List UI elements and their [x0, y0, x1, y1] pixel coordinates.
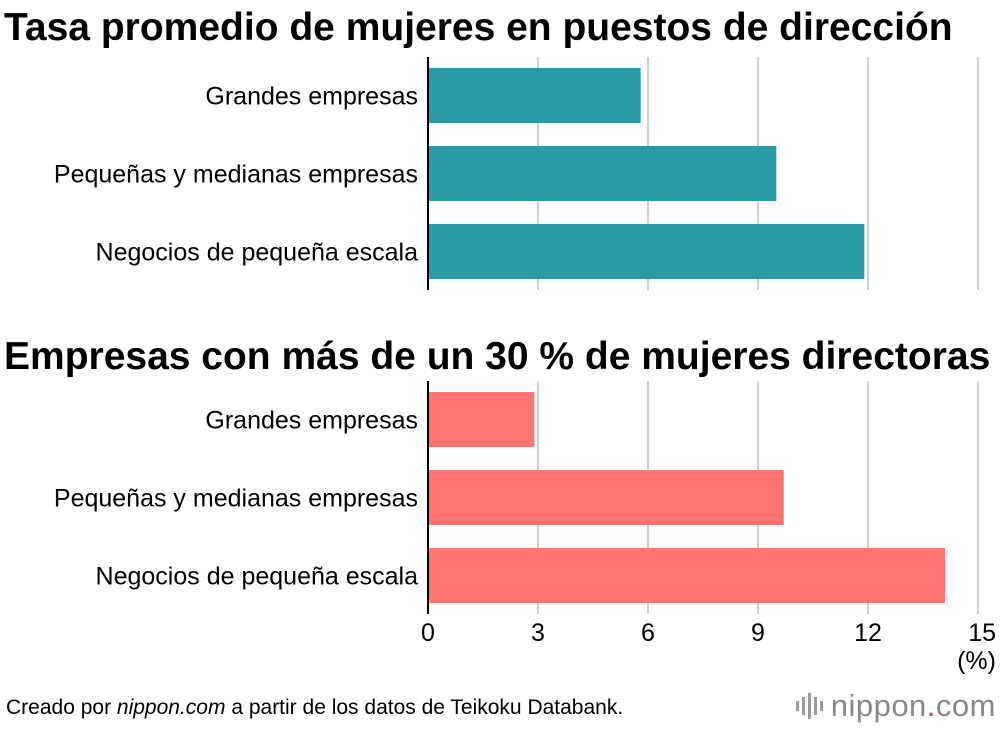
source-prefix: Creado por — [6, 696, 117, 719]
category-label: Negocios de pequeña escala — [96, 563, 419, 591]
category-label: Pequeñas y medianas empresas — [54, 161, 418, 189]
x-tick-label: 15 — [968, 619, 996, 647]
bar — [428, 224, 865, 279]
x-tick-label: 3 — [531, 619, 545, 647]
source-suffix: a partir de los datos de Teikoku Databan… — [225, 696, 624, 719]
nippon-logo: nippon.com — [795, 688, 996, 724]
category-label: Negocios de pequeña escala — [96, 239, 419, 267]
logo-tld: com — [935, 688, 996, 723]
x-tick-label: 9 — [751, 619, 765, 647]
x-tick-label: 6 — [641, 619, 655, 647]
bar — [428, 146, 777, 201]
bar — [428, 470, 784, 525]
bar — [428, 548, 945, 603]
logo-mark-icon — [795, 691, 823, 721]
x-tick-label: 0 — [421, 619, 435, 647]
x-unit-label: (%) — [957, 647, 996, 675]
logo-wordmark: nippon.com — [831, 688, 996, 724]
logo-dot: . — [926, 688, 936, 723]
category-label: Pequeñas y medianas empresas — [54, 485, 418, 513]
chart-title-2: Empresas con más de un 30 % de mujeres d… — [4, 335, 990, 378]
category-label: Grandes empresas — [205, 83, 418, 111]
bar — [428, 68, 641, 123]
category-label: Grandes empresas — [205, 407, 418, 435]
x-tick-label: 12 — [854, 619, 882, 647]
plot-area: Grandes empresas Pequeñas y medianas empr… — [54, 57, 996, 675]
bar — [428, 392, 535, 447]
source-name: nippon.com — [116, 696, 226, 719]
source-note: Creado por nippon.com a partir de los da… — [6, 696, 623, 720]
chart-title-1: Tasa promedio de mujeres en puestos de d… — [4, 6, 953, 49]
logo-name: nippon — [830, 688, 927, 723]
